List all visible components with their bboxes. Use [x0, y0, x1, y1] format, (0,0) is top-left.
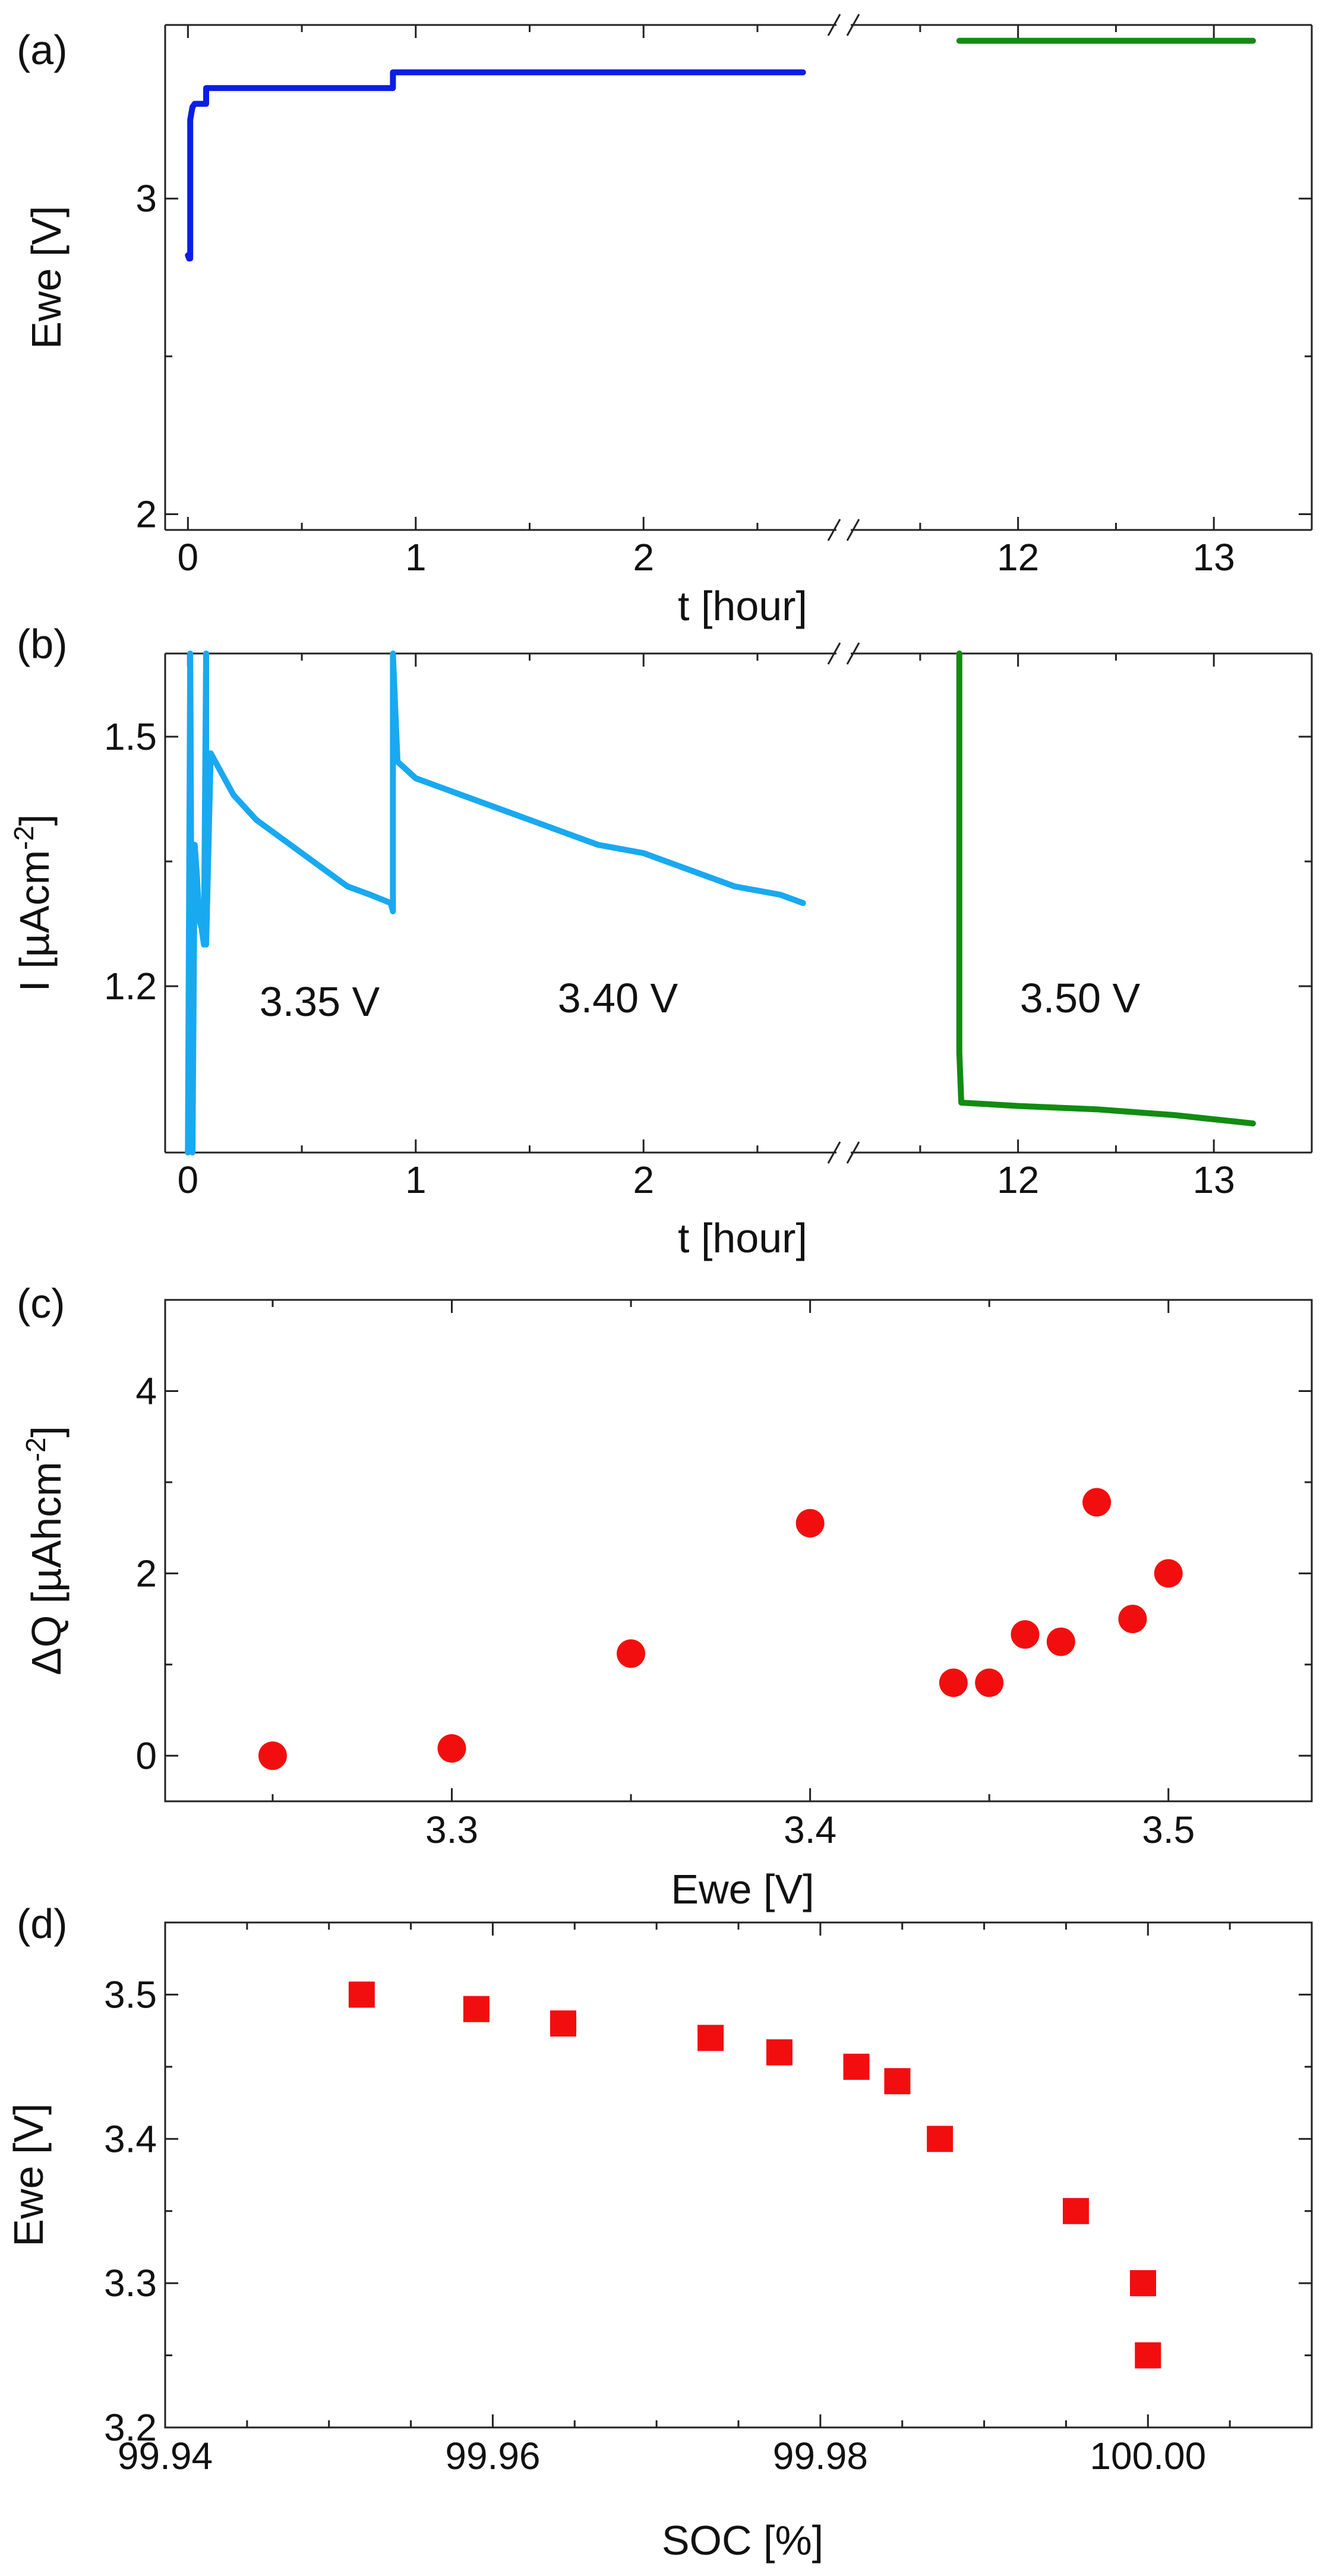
- y-tick-label: 2: [135, 493, 157, 535]
- x-tick-label: 3.5: [1142, 1808, 1195, 1851]
- data-point: [258, 1741, 287, 1770]
- x-tick-label: 3.4: [784, 1808, 836, 1851]
- x-tick-label: 1: [405, 1158, 427, 1201]
- data-point: [927, 2126, 954, 2152]
- y-axis-label: I [µAcm-2]: [8, 814, 58, 992]
- data-point: [1082, 1488, 1112, 1517]
- panel-d-chart: 99.94 99.96 99.98 100.00 3.2 3.3 3.4 3.5 SOC [%]…: [5, 1921, 1313, 2564]
- data-point: [1135, 2342, 1161, 2369]
- data-point: [348, 1981, 375, 2008]
- y-tick-label: 3.2: [104, 2406, 157, 2449]
- step-voltage-label: 3.35 V: [260, 978, 380, 1025]
- x-tick-label: 99.96: [445, 2435, 540, 2477]
- x-tick-label: 13: [1193, 1158, 1235, 1201]
- x-axis-label: Ewe [V]: [671, 1866, 814, 1912]
- panel-d-label: (d): [17, 1901, 68, 1947]
- y-tick-label: 3.3: [104, 2262, 157, 2304]
- data-point: [795, 1508, 825, 1538]
- x-tick-label: 0: [178, 536, 199, 579]
- x-tick-label: 13: [1193, 536, 1235, 579]
- panel-c-chart: 3.3 3.4 3.5 0 2 4 Ewe [V] ΔQ [µAhcm-2]: [20, 1299, 1313, 1912]
- data-point: [939, 1668, 968, 1697]
- y-tick-label: 3: [135, 177, 157, 220]
- panel-c-label: (c): [17, 1280, 65, 1327]
- data-point: [617, 1639, 646, 1668]
- x-tick-label: 12: [997, 536, 1039, 579]
- data-point: [437, 1734, 466, 1763]
- y-tick-label: 3.4: [104, 2117, 157, 2160]
- axis-break-mark: [846, 14, 860, 36]
- y-tick-label: 1.5: [104, 715, 157, 758]
- data-point: [1154, 1559, 1183, 1588]
- y-tick-label: 2: [135, 1552, 157, 1595]
- data-point: [843, 2053, 870, 2080]
- y-tick-label: 3.5: [104, 1973, 157, 2016]
- panel-b-chart: 0 1 2 12 131.21.5t [hour]I [µAcm-2]3.35 V 3.4…: [8, 642, 1313, 1261]
- x-tick-label: 12: [997, 1158, 1039, 1201]
- data-point: [975, 1668, 1004, 1697]
- x-axis-label: SOC [%]: [662, 2517, 823, 2564]
- x-tick-label: 99.98: [773, 2435, 868, 2477]
- axis-break-mark: [846, 519, 860, 541]
- data-point: [766, 2039, 793, 2066]
- y-axis-label: Ewe [V]: [5, 2103, 52, 2246]
- y-tick-label: 0: [135, 1734, 157, 1777]
- data-point: [697, 2025, 724, 2051]
- x-tick-label: 2: [633, 1158, 654, 1201]
- data-point: [1046, 1627, 1075, 1656]
- y-axis-label: Ewe [V]: [23, 206, 70, 349]
- data-point: [1062, 2198, 1089, 2224]
- data-point: [884, 2068, 911, 2095]
- series-line-1: [956, 651, 1256, 1126]
- series-line-0: [185, 69, 806, 262]
- data-point: [463, 1996, 490, 2022]
- axis-break-mark: [846, 1141, 860, 1164]
- x-tick-label: 0: [178, 1158, 199, 1201]
- axis-break-mark: [827, 642, 841, 665]
- x-tick-label: 1: [405, 536, 427, 579]
- x-axis-label: t [hour]: [678, 583, 807, 629]
- plot-frame: [164, 1299, 1313, 1802]
- series-line-0: [185, 651, 806, 1156]
- x-tick-label: 99.94: [118, 2435, 213, 2477]
- axis-break-mark: [827, 519, 841, 541]
- x-tick-label: 3.3: [425, 1808, 478, 1851]
- axis-break-mark: [846, 642, 860, 665]
- panel-a-label: (a): [17, 27, 68, 73]
- data-point: [550, 2010, 576, 2037]
- axis-break-mark: [827, 14, 841, 36]
- axis-break-mark: [827, 1141, 841, 1164]
- panel-b-label: (b): [17, 621, 68, 667]
- x-axis-label: t [hour]: [678, 1215, 807, 1261]
- x-tick-label: 2: [633, 536, 654, 579]
- data-point: [1130, 2270, 1157, 2297]
- y-axis-label: ΔQ [µAhcm-2]: [20, 1426, 70, 1675]
- y-tick-label: 4: [135, 1369, 157, 1412]
- x-tick-label: 100.00: [1090, 2435, 1206, 2477]
- step-voltage-label: 3.50 V: [1020, 975, 1141, 1021]
- data-point: [1118, 1605, 1147, 1634]
- step-voltage-label: 3.40 V: [558, 975, 678, 1021]
- data-point: [1011, 1620, 1040, 1649]
- y-tick-label: 1.2: [104, 965, 157, 1008]
